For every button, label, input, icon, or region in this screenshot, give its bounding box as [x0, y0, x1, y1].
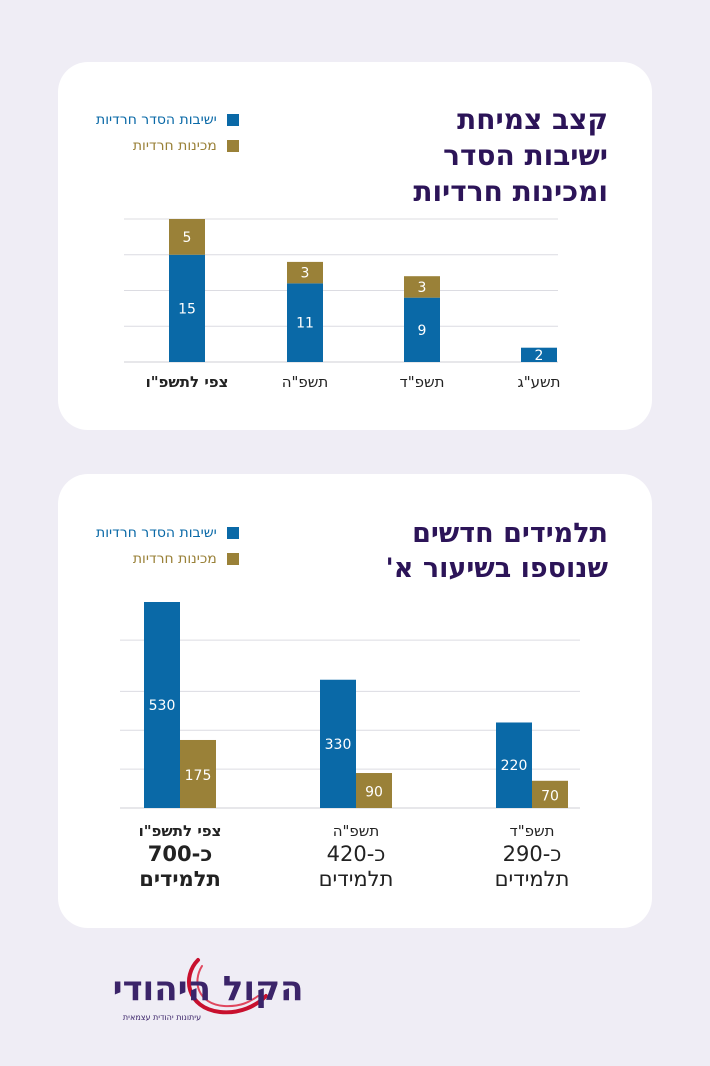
chart-legend: ישיבות הסדר חרדיות מכינות חרדיות [96, 520, 239, 572]
students-chart-title: תלמידים חדשים שנוספו בשיעור א' [386, 516, 608, 586]
category-label: תשפ"ה [333, 822, 380, 840]
category-unit: תלמידים [495, 867, 570, 891]
bar-yeshivot [496, 722, 532, 808]
bar-value-label: 90 [365, 785, 383, 801]
legend-label: ישיבות הסדר חרדיות [96, 112, 217, 128]
bar-value-label: 220 [501, 758, 528, 774]
legend-label: מכינות חרדיות [132, 551, 217, 567]
category-total: כ-290 [503, 842, 562, 866]
logo-tagline: עיתונות יהודית עצמאית [123, 1013, 201, 1022]
bar-yeshivot [320, 679, 356, 808]
bar-segment-yeshivot [404, 297, 440, 362]
bar-segment-yeshivot [287, 283, 323, 362]
growth-chart-card: 15 5 צפי לתשפ"ו 11 3 תשפ"ה 9 3 תשפ"ד 2 תשע"ג קצב צ… [58, 62, 652, 430]
bar-segment-yeshivot [521, 347, 557, 362]
logo-name: הקול היהודי [113, 969, 304, 1009]
bar-value-label: 5 [183, 230, 192, 246]
bar-segment-mechinot [169, 219, 205, 255]
bar-mechinot [356, 773, 392, 808]
bar-segment-mechinot [404, 276, 440, 298]
bar-value-label: 3 [301, 266, 310, 282]
category-label: תשפ"ד [510, 822, 555, 840]
legend-label: ישיבות הסדר חרדיות [96, 525, 217, 541]
title-line: ומכינות חרדיות [413, 175, 608, 208]
logo-mark: הקול היהודי עיתונות יהודית עצמאית [113, 958, 304, 1022]
category-label: תשפ"ה [282, 373, 329, 391]
legend-item-mechinot: מכינות חרדיות [96, 546, 239, 572]
bar-value-label: 70 [541, 788, 559, 804]
bar-value-label: 11 [296, 316, 314, 332]
legend-swatch-gold [226, 553, 239, 565]
bar-segment-mechinot [287, 261, 323, 284]
title-line: תלמידים חדשים [412, 518, 608, 549]
title-line: שנוספו בשיעור א' [385, 553, 608, 584]
growth-stacked-bar-chart: 15 5 צפי לתשפ"ו 11 3 תשפ"ה 9 3 תשפ"ד 2 תשע"ג [124, 218, 561, 391]
bar-yeshivot [144, 602, 180, 808]
bar-value-label: 330 [325, 737, 352, 753]
category-total: כ-420 [327, 842, 386, 866]
growth-chart-title: קצב צמיחת ישיבות הסדר ומכינות חרדיות [413, 102, 608, 210]
legend-label: מכינות חרדיות [132, 138, 217, 154]
new-students-chart-card: 530 175 צפי לתשפ"ו כ-700 תלמידים 330 90 תשפ"ה כ-… [58, 474, 652, 928]
legend-swatch-gold [226, 140, 239, 152]
legend-item-yeshivot: ישיבות הסדר חרדיות [96, 107, 239, 133]
bar-value-label: 3 [418, 280, 427, 296]
title-line: קצב צמיחת [457, 103, 608, 136]
hakol-hayehudi-logo: הקול היהודי עיתונות יהודית עצמאית [90, 956, 326, 1026]
legend-item-yeshivot: ישיבות הסדר חרדיות [96, 520, 239, 546]
legend-swatch-blue [226, 527, 239, 539]
chart-legend: ישיבות הסדר חרדיות מכינות חרדיות [96, 107, 239, 159]
bar-segment-yeshivot [169, 254, 205, 362]
bar-mechinot [532, 780, 568, 808]
title-line: ישיבות הסדר [443, 139, 608, 172]
category-label: צפי לתשפ"ו [139, 822, 222, 840]
legend-swatch-blue [226, 114, 239, 126]
category-label: תשע"ג [518, 373, 561, 391]
bar-value-label: 530 [149, 698, 176, 714]
bar-value-label: 9 [418, 323, 427, 339]
category-unit: תלמידים [319, 867, 394, 891]
category-total: כ-700 [148, 842, 212, 866]
bar-mechinot [180, 739, 216, 808]
category-label: צפי לתשפ"ו [146, 373, 229, 391]
bar-value-label: 15 [178, 301, 196, 317]
bar-value-label: 175 [185, 768, 212, 784]
category-label: תשפ"ד [400, 373, 445, 391]
bar-value-label: 2 [535, 348, 544, 364]
category-unit: תלמידים [139, 867, 221, 891]
legend-item-mechinot: מכינות חרדיות [96, 133, 239, 159]
